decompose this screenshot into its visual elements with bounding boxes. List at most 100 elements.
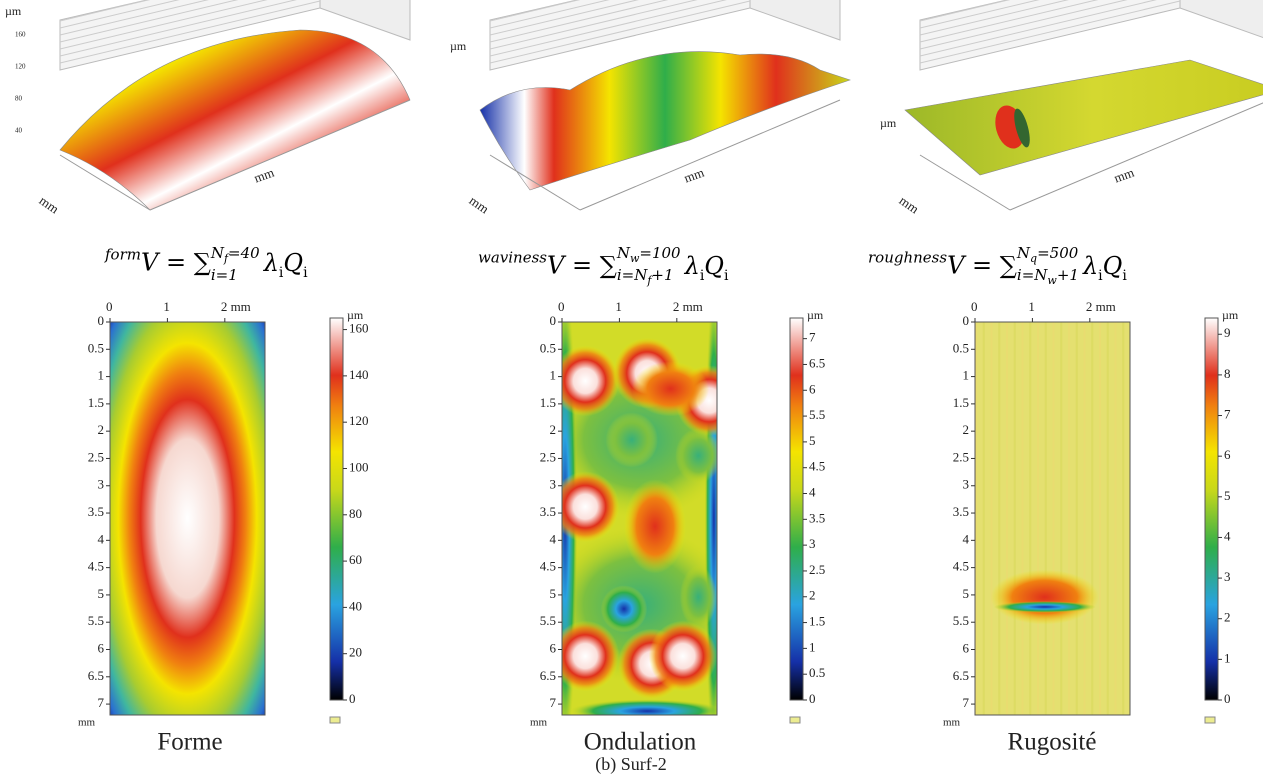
surface-3d: µm mm mm: [450, 0, 851, 217]
equation-tail-part: λ: [1082, 251, 1099, 280]
colorbar-tick-label: 4: [1224, 528, 1231, 543]
surface-grid: [919, 0, 1099, 43]
surface-axis: [919, 154, 1011, 211]
y-tick-label: 6: [98, 640, 105, 655]
colorbar: [329, 317, 344, 701]
colorbar-tick-label: 140: [349, 367, 369, 382]
surface-axis: [59, 154, 151, 211]
x-tick-label: 2 mm: [673, 299, 703, 314]
heatmap-feature: [562, 620, 620, 692]
equation: formV = ∑ Nf=40 i=1 λiQi: [105, 245, 308, 283]
heatmap-texture: [1060, 322, 1063, 715]
surface-grid: [59, 0, 239, 43]
colorbar-tick-label: 0: [1224, 691, 1231, 706]
y-tick-label: 1: [963, 368, 970, 383]
heatmap: [110, 322, 265, 715]
y-tick-label: 5: [98, 586, 105, 601]
y-tick-label: 5.5: [953, 613, 969, 628]
heatmap-texture: [1021, 322, 1024, 715]
surface-grid: [919, 0, 1040, 29]
equation-lower-part: f: [647, 274, 652, 287]
heatmap-texture: [1037, 322, 1039, 715]
equation-tail-part: i: [699, 267, 705, 284]
surface-grid: [919, 0, 1011, 22]
heatmap-frame: [974, 321, 1131, 716]
colorbar-tick-label: 2.5: [809, 562, 825, 577]
heatmap-texture: [1029, 322, 1032, 715]
equation-tail-part: Q: [704, 251, 724, 280]
surface-grid: [919, 0, 1069, 36]
heatmap-texture: [1052, 322, 1055, 715]
y-tick-label: 0.5: [88, 340, 104, 355]
heatmap-texture: [1122, 322, 1125, 715]
colorbar-tick-label: 6: [1224, 447, 1231, 462]
surface-z-unit: µm: [450, 39, 467, 53]
equation-lower: i=Nw+1: [1017, 267, 1079, 289]
surface-grid: [919, 0, 1157, 57]
x-tick-label: 0: [971, 299, 978, 314]
equation-upper-part: N: [1016, 244, 1031, 262]
colorbar-tick-label: 20: [349, 645, 362, 660]
y-tick-label: 2: [550, 422, 557, 437]
heatmap-feature: [605, 412, 659, 468]
colorbar-tick-label: 2: [809, 588, 816, 603]
colorbar-tick-label: 1: [1224, 650, 1231, 665]
panel-label: Rugosité: [1008, 729, 1097, 756]
surface-side-wall: [319, 0, 411, 41]
colorbar-tick-label: 1: [809, 639, 816, 654]
surface-grid: [919, 0, 1181, 64]
equation-sum: ∑: [999, 251, 1017, 280]
colorbar-tick-label: 4: [809, 484, 816, 499]
colorbar-unit: µm: [807, 308, 824, 322]
colorbar-tick-label: 3: [1224, 569, 1231, 584]
surface-pit: [1014, 108, 1030, 148]
equation-upper: Nw=100: [617, 245, 681, 267]
equation-prefix: form: [105, 245, 141, 264]
equation-tail-part: Q: [1102, 251, 1123, 280]
y-tick-label: 1.5: [540, 395, 556, 410]
colorbar-tick-label: 0: [349, 691, 356, 706]
colorbar-tick-label: 80: [349, 506, 362, 521]
equation: wavinessV = ∑ Nw=100 i=Nf+1 λiQi: [478, 245, 728, 289]
colorbar-tick-label: 9: [1224, 325, 1231, 340]
equation-sum: ∑: [599, 251, 617, 280]
equation-tail-part: i: [1098, 267, 1103, 284]
surface-3d: µm mm mm: [880, 0, 1263, 217]
y-tick-label: 7: [98, 695, 105, 710]
equation-prefix: waviness: [478, 248, 547, 267]
y-axis-unit: mm: [78, 717, 96, 729]
x-tick-label: 1: [1028, 299, 1035, 314]
surface-z-unit: µm: [880, 116, 897, 130]
heatmap-texture: [1013, 322, 1016, 715]
equation-limits: Nf=40 i=1: [211, 245, 260, 283]
equation-tail-part: i: [1122, 267, 1127, 284]
y-tick-label: 0: [550, 313, 557, 328]
heatmap-frame: [561, 321, 718, 716]
y-axis-unit: mm: [530, 717, 548, 729]
surface-grid: [489, 0, 751, 64]
y-tick-label: 0: [98, 313, 105, 328]
surface-axis-unit: mm: [897, 193, 922, 217]
x-tick-label: 0: [106, 299, 113, 314]
surface-axis: [149, 99, 411, 211]
heatmap-texture: [1091, 322, 1094, 715]
y-tick-label: 7: [963, 695, 970, 710]
equation: roughnessV = ∑ Nq=500 i=Nw+1 λiQi: [868, 245, 1127, 289]
y-tick-label: 6.5: [88, 668, 104, 683]
heatmap-texture: [1006, 322, 1008, 715]
y-tick-label: 0: [963, 313, 970, 328]
surface-grid: [59, 0, 180, 29]
surface-grid: [59, 0, 321, 64]
equation-tail: λiQi: [264, 249, 308, 281]
heatmap-feature: [600, 585, 648, 633]
equation-upper-part: q: [1030, 252, 1038, 265]
colorbar-tick-label: 1.5: [809, 614, 825, 629]
equation-tail: λiQi: [685, 251, 729, 284]
colorbar-tick-label: 7: [809, 330, 816, 345]
surface-axis: [1009, 102, 1263, 211]
colorbar-tick-label: 5.5: [809, 407, 825, 422]
colorbar-tick-label: 2: [1224, 610, 1231, 625]
equation-sum: ∑: [193, 248, 211, 277]
equation-lower-part: w: [1047, 274, 1057, 287]
